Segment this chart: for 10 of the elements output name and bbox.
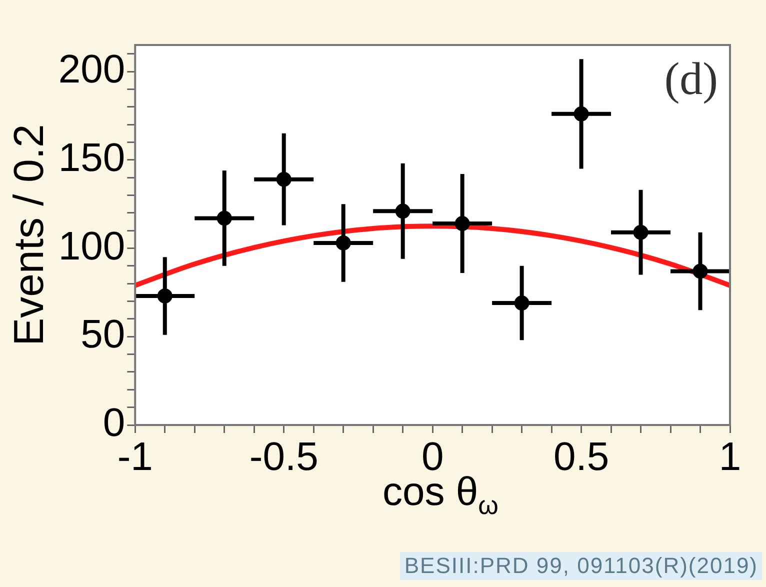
y-tick-label: 50: [80, 312, 126, 357]
x-tick-label: 0.5: [553, 435, 610, 480]
x-tick-label: -0.5: [249, 435, 318, 480]
y-tick-label: 200: [58, 48, 126, 92]
y-axis-title: Events / 0.2: [4, 124, 52, 346]
y-tick-label: 100: [58, 224, 126, 268]
text: BESIII:PRD 99, 091103(R)(2019): [400, 552, 762, 580]
x-tick-label: 1: [718, 435, 742, 480]
annotation: (d): [664, 53, 718, 104]
y-tick-label: 150: [58, 136, 126, 180]
